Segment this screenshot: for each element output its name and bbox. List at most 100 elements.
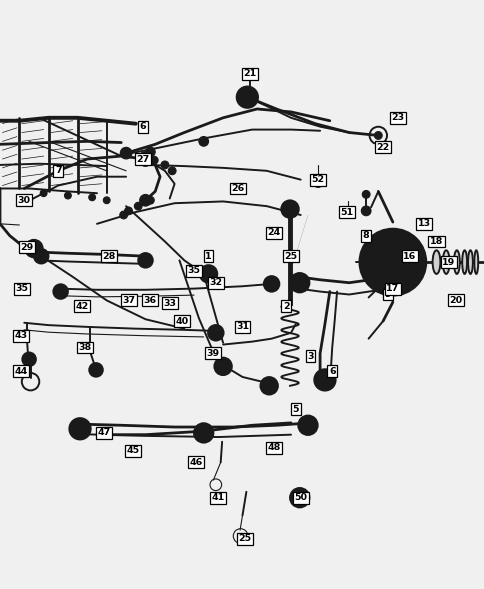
Text: 6: 6 (139, 122, 146, 131)
Text: 36: 36 (143, 296, 157, 305)
Circle shape (378, 249, 406, 276)
Text: 5: 5 (292, 405, 299, 414)
Circle shape (314, 369, 335, 391)
Text: 2: 2 (282, 302, 289, 311)
Circle shape (289, 273, 309, 292)
Text: 27: 27 (136, 154, 150, 164)
Text: 6: 6 (328, 366, 335, 376)
Text: 43: 43 (14, 331, 28, 340)
Circle shape (120, 147, 132, 159)
Circle shape (138, 253, 152, 267)
Ellipse shape (442, 250, 449, 274)
Circle shape (40, 190, 47, 197)
Text: 40: 40 (175, 316, 188, 326)
Circle shape (295, 494, 303, 502)
Circle shape (168, 167, 176, 175)
Text: 22: 22 (376, 143, 389, 152)
Text: 18: 18 (429, 237, 442, 246)
Circle shape (313, 178, 322, 187)
Circle shape (134, 202, 142, 210)
Circle shape (69, 418, 91, 439)
Circle shape (145, 147, 155, 157)
Text: 48: 48 (267, 443, 280, 452)
Circle shape (263, 276, 279, 292)
Circle shape (302, 421, 312, 430)
Text: 13: 13 (417, 219, 430, 229)
Text: 20: 20 (448, 296, 462, 305)
Text: 8: 8 (362, 231, 369, 240)
Circle shape (236, 87, 257, 108)
Circle shape (387, 257, 397, 267)
Text: 16: 16 (402, 252, 416, 261)
Text: 45: 45 (126, 446, 140, 455)
Text: 42: 42 (76, 302, 89, 311)
Text: 17: 17 (385, 284, 399, 293)
Text: 25: 25 (284, 252, 297, 261)
Text: 51: 51 (339, 207, 353, 217)
Circle shape (198, 428, 208, 438)
Circle shape (22, 352, 36, 366)
Circle shape (343, 209, 352, 218)
Text: 39: 39 (206, 349, 220, 358)
Text: 33: 33 (163, 299, 176, 308)
Text: 44: 44 (14, 366, 28, 376)
Circle shape (359, 229, 425, 295)
Text: 21: 21 (242, 69, 256, 78)
Circle shape (194, 423, 213, 442)
Circle shape (373, 270, 379, 276)
Circle shape (214, 358, 231, 375)
Circle shape (260, 377, 277, 395)
Text: 24: 24 (267, 228, 280, 237)
Circle shape (25, 240, 43, 257)
Text: 35: 35 (187, 266, 200, 276)
Circle shape (208, 325, 223, 340)
Text: 35: 35 (15, 284, 28, 293)
Text: 23: 23 (390, 113, 404, 123)
Text: 28: 28 (102, 252, 116, 261)
Circle shape (242, 92, 252, 102)
Circle shape (89, 363, 103, 377)
Circle shape (373, 248, 379, 254)
Circle shape (146, 196, 154, 204)
Circle shape (89, 194, 95, 201)
Circle shape (289, 488, 309, 507)
Text: 31: 31 (235, 322, 249, 332)
Ellipse shape (461, 250, 466, 274)
Text: 52: 52 (310, 175, 324, 184)
Circle shape (150, 156, 158, 164)
Circle shape (139, 194, 151, 206)
Circle shape (281, 200, 298, 218)
Text: 38: 38 (78, 343, 91, 352)
Text: 3: 3 (306, 352, 313, 361)
Circle shape (369, 239, 415, 286)
Text: 9: 9 (384, 290, 391, 299)
Circle shape (138, 152, 152, 166)
Circle shape (298, 416, 317, 435)
Text: 25: 25 (238, 534, 251, 544)
Circle shape (64, 192, 71, 199)
Ellipse shape (453, 250, 459, 274)
Text: 47: 47 (97, 428, 111, 438)
Ellipse shape (473, 250, 477, 274)
Circle shape (124, 207, 132, 215)
Circle shape (53, 284, 68, 299)
Circle shape (204, 270, 212, 278)
Text: 29: 29 (20, 243, 33, 252)
Text: 37: 37 (121, 296, 135, 305)
Circle shape (405, 270, 411, 276)
Circle shape (34, 249, 48, 263)
Ellipse shape (432, 250, 439, 274)
Circle shape (198, 137, 208, 146)
Text: 1: 1 (205, 252, 212, 261)
Circle shape (75, 424, 85, 434)
Text: 50: 50 (294, 493, 306, 502)
Circle shape (103, 197, 110, 204)
Circle shape (199, 265, 217, 283)
Circle shape (405, 248, 411, 254)
Ellipse shape (467, 250, 472, 274)
Text: 41: 41 (211, 493, 225, 502)
Circle shape (374, 131, 381, 140)
Circle shape (389, 282, 395, 287)
Text: 19: 19 (441, 257, 454, 267)
Text: 46: 46 (189, 458, 203, 467)
